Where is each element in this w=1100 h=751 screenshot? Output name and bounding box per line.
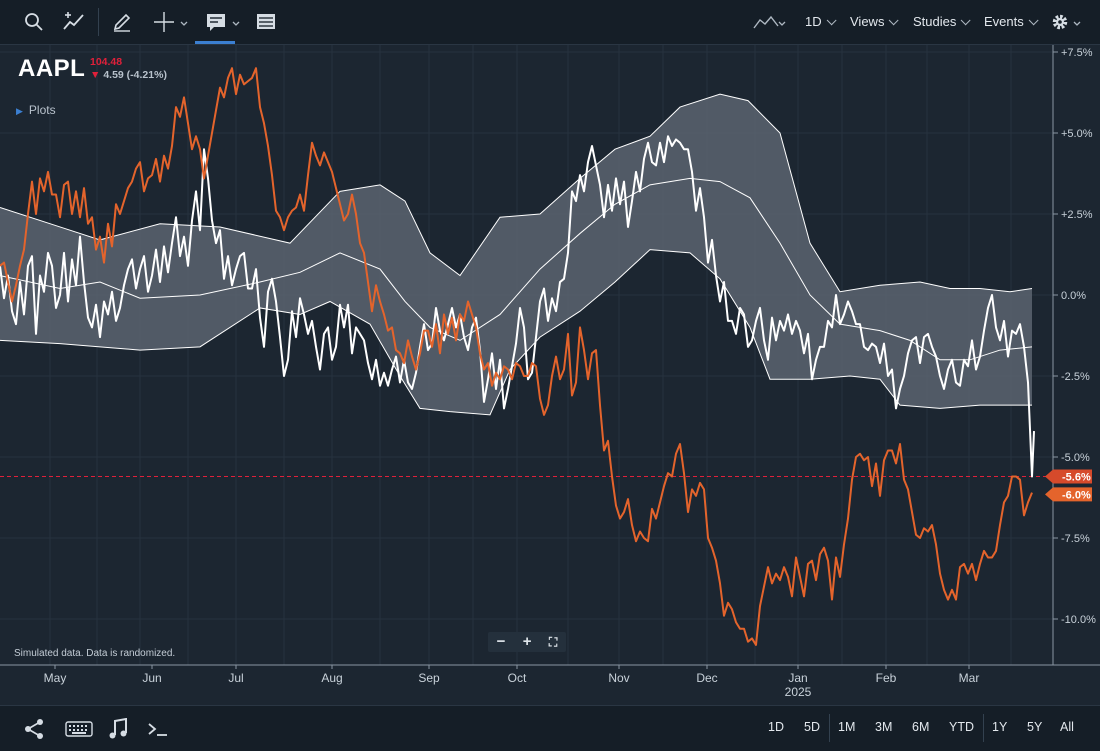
menu-views[interactable]: Views [850, 14, 900, 29]
series-line-1 [0, 67, 1033, 646]
x-tick-label: Aug [321, 671, 342, 685]
price-change-value: 4.59 (-4.21%) [103, 69, 167, 81]
menu-studies-label: Studies [913, 14, 957, 29]
plots-label: Plots [28, 103, 56, 117]
y-tick-label: -5.0% [1061, 452, 1090, 464]
range-5d[interactable]: 5D [804, 720, 820, 734]
symbol-label: AAPL [18, 55, 86, 82]
menu-periodicity[interactable]: 1D [805, 14, 837, 29]
current-price: 104.48 [90, 56, 123, 68]
menu-views-label: Views [850, 14, 885, 29]
top-toolbar: 1D Views Studies Events [0, 0, 1100, 45]
active-tool-indicator [195, 41, 235, 44]
y-tick-label: -2.5% [1061, 371, 1090, 383]
chart-type-icon[interactable] [752, 10, 780, 34]
last-value-tag [1045, 469, 1092, 484]
zoom-in-button[interactable]: + [522, 633, 532, 650]
share-icon[interactable] [22, 717, 46, 741]
trend-line-icon[interactable] [62, 10, 86, 34]
range-divider [983, 714, 984, 742]
menu-studies[interactable]: Studies [913, 14, 971, 29]
table-icon[interactable] [254, 10, 278, 34]
x-tick-label: Oct [508, 671, 527, 685]
range-1d[interactable]: 1D [768, 720, 784, 734]
music-icon[interactable] [106, 717, 130, 741]
plots-toggle[interactable]: ▶ Plots [16, 103, 56, 117]
band-upper-line [0, 93, 1033, 293]
y-tick-label: -10.0% [1061, 614, 1096, 626]
gear-icon[interactable] [1048, 10, 1072, 34]
chevron-down-icon [826, 15, 837, 26]
price-chart[interactable]: +7.5% +5.0% +2.5% 0.0% -2.5% -5.0% -7.5% -10.0%… [0, 45, 1100, 705]
x-tick-label: Jul [228, 671, 243, 685]
zoom-controls: − + ⛶ [488, 632, 566, 652]
range-all[interactable]: All [1060, 720, 1074, 734]
pencil-icon[interactable] [110, 10, 134, 34]
y-tick-label: +5.0% [1061, 128, 1093, 140]
simulated-data-note: Simulated data. Data is randomized. [14, 648, 176, 659]
price-change: ▼ 4.59 (-4.21%) [90, 69, 167, 81]
triangle-right-icon: ▶ [16, 106, 23, 116]
terminal-icon[interactable] [146, 717, 170, 741]
x-tick-label: Mar [959, 671, 980, 685]
chevron-down-icon[interactable] [180, 20, 188, 28]
chevron-down-icon[interactable] [778, 20, 786, 28]
chevron-down-icon [1028, 15, 1039, 26]
toolbar-divider [98, 8, 99, 36]
y-tick-label: -7.5% [1061, 533, 1090, 545]
y-tick-label: +7.5% [1061, 47, 1093, 59]
fullscreen-button[interactable]: ⛶ [548, 635, 558, 649]
menu-events-label: Events [984, 14, 1024, 29]
bottom-toolbar: 1D 5D 1M 3M 6M YTD 1Y 5Y All [0, 705, 1100, 751]
crosshair-icon[interactable] [152, 10, 176, 34]
range-ytd[interactable]: YTD [949, 720, 974, 734]
down-arrow-icon: ▼ [90, 69, 101, 81]
series-line-0 [0, 135, 1035, 478]
chevron-down-icon [961, 15, 971, 26]
last-value-tag [1045, 487, 1092, 502]
y-tick-label: +2.5% [1061, 209, 1093, 221]
x-tick-label: Sep [418, 671, 440, 685]
x-tick-label: Jun [142, 671, 161, 685]
range-1m[interactable]: 1M [838, 720, 856, 734]
keyboard-icon[interactable] [64, 717, 94, 741]
range-divider [829, 714, 830, 742]
band-middle-line [0, 177, 1033, 361]
band-lower-line [0, 249, 1032, 416]
x-tick-label: Nov [608, 671, 629, 685]
chevron-down-icon[interactable] [1073, 20, 1081, 28]
x-tick-label: Jan [788, 671, 807, 685]
range-3m[interactable]: 3M [875, 720, 893, 734]
search-icon[interactable] [22, 10, 46, 34]
x-tick-label: Dec [696, 671, 717, 685]
last-value-label: -5.6% [1062, 471, 1091, 483]
range-6m[interactable]: 6M [912, 720, 930, 734]
chevron-down-icon[interactable] [232, 20, 240, 28]
menu-periodicity-label: 1D [805, 14, 822, 29]
range-1y[interactable]: 1Y [992, 720, 1008, 734]
last-value-label: -6.0% [1062, 489, 1091, 501]
x-tick-label: May [44, 671, 67, 685]
y-tick-label: 0.0% [1061, 290, 1086, 302]
menu-events[interactable]: Events [984, 14, 1039, 29]
x-tick-label: Feb [876, 671, 897, 685]
range-5y[interactable]: 5Y [1027, 720, 1043, 734]
zoom-out-button[interactable]: − [496, 633, 506, 650]
x-year-label: 2025 [785, 685, 812, 699]
chevron-down-icon [889, 15, 900, 26]
comment-icon[interactable] [204, 10, 228, 34]
